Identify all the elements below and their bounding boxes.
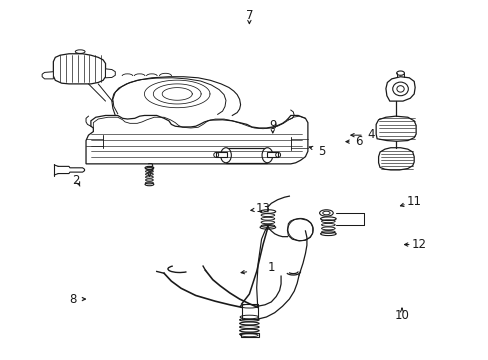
Bar <box>241 304 257 319</box>
Text: 5: 5 <box>317 145 325 158</box>
Text: 13: 13 <box>255 202 270 215</box>
Text: 1: 1 <box>267 261 275 274</box>
Ellipse shape <box>220 148 231 163</box>
Polygon shape <box>385 77 414 101</box>
Text: 12: 12 <box>411 238 426 251</box>
Polygon shape <box>375 116 415 141</box>
Text: 8: 8 <box>69 293 77 306</box>
Bar <box>225 148 267 163</box>
Text: 2: 2 <box>72 174 80 186</box>
Text: 3: 3 <box>145 162 153 175</box>
Bar <box>240 333 258 337</box>
Polygon shape <box>105 69 115 78</box>
Text: 10: 10 <box>394 309 408 322</box>
Polygon shape <box>86 116 307 164</box>
Text: 6: 6 <box>355 135 362 148</box>
Text: 11: 11 <box>406 195 421 208</box>
Bar <box>267 152 278 157</box>
Polygon shape <box>53 54 105 84</box>
Polygon shape <box>378 148 413 170</box>
Text: 7: 7 <box>245 9 253 22</box>
Text: 4: 4 <box>367 127 374 141</box>
Bar <box>216 152 226 157</box>
Polygon shape <box>42 72 53 79</box>
Ellipse shape <box>262 148 272 163</box>
Text: 9: 9 <box>268 119 276 132</box>
Polygon shape <box>287 219 312 241</box>
